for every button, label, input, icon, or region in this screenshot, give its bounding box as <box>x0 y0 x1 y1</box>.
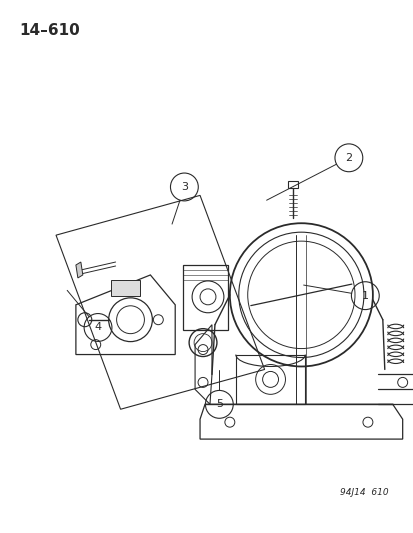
Text: 14–610: 14–610 <box>19 23 80 38</box>
Polygon shape <box>110 280 140 296</box>
Text: 4: 4 <box>94 322 101 333</box>
Text: 2: 2 <box>344 153 351 163</box>
Text: 1: 1 <box>361 290 368 301</box>
Text: 5: 5 <box>215 399 222 409</box>
Text: 94J14  610: 94J14 610 <box>339 488 388 497</box>
Text: 3: 3 <box>180 182 188 192</box>
Polygon shape <box>76 262 83 278</box>
